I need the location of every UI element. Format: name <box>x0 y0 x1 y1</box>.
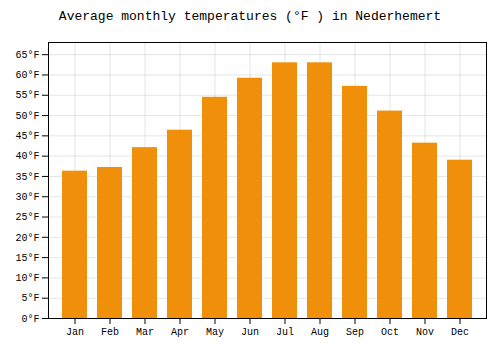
svg-text:30°F: 30°F <box>15 192 39 203</box>
svg-text:55°F: 55°F <box>15 90 39 101</box>
svg-text:40°F: 40°F <box>15 151 39 162</box>
svg-text:Aug: Aug <box>311 327 329 338</box>
svg-text:50°F: 50°F <box>15 111 39 122</box>
svg-text:Jan: Jan <box>66 327 84 338</box>
svg-text:Oct: Oct <box>381 327 399 338</box>
svg-text:May: May <box>206 327 224 338</box>
svg-text:5°F: 5°F <box>21 293 39 304</box>
svg-text:60°F: 60°F <box>15 70 39 81</box>
svg-text:35°F: 35°F <box>15 172 39 183</box>
svg-text:10°F: 10°F <box>15 273 39 284</box>
svg-text:Apr: Apr <box>171 327 189 338</box>
svg-text:Sep: Sep <box>346 327 364 338</box>
svg-text:Dec: Dec <box>451 327 469 338</box>
svg-text:Nov: Nov <box>416 327 434 338</box>
svg-text:25°F: 25°F <box>15 212 39 223</box>
svg-text:0°F: 0°F <box>21 314 39 325</box>
svg-text:15°F: 15°F <box>15 253 39 264</box>
svg-text:65°F: 65°F <box>15 50 39 61</box>
svg-text:Mar: Mar <box>136 327 154 338</box>
svg-text:Jul: Jul <box>276 327 294 338</box>
svg-text:Feb: Feb <box>101 327 119 338</box>
html-text:Average monthly temperatures (: Average monthly temperatures (°F ) in Ne… <box>58 9 442 24</box>
svg-text:20°F: 20°F <box>15 233 39 244</box>
svg-text:Jun: Jun <box>241 327 259 338</box>
svg-text:45°F: 45°F <box>15 131 39 142</box>
